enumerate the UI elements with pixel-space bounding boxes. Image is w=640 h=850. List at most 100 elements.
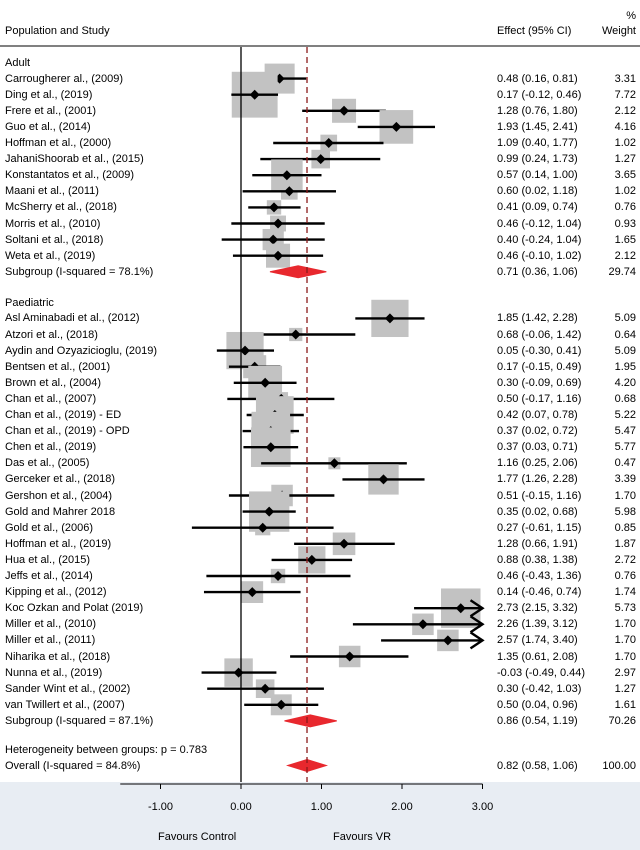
weight-text: 1.74 — [614, 586, 636, 599]
group-heading: Paediatric — [5, 296, 54, 309]
point-estimate — [268, 234, 279, 245]
study-label: Gershon et al., (2004) — [5, 489, 113, 502]
effect-ci-text: 0.42 (0.07, 0.78) — [497, 409, 578, 421]
study-label: Morris et al., (2010) — [5, 217, 101, 230]
study-label: Bentsen et al., (2001) — [5, 360, 111, 373]
point-estimate — [329, 458, 340, 469]
weight-text: 1.70 — [614, 650, 636, 663]
weight-text: 5.77 — [614, 441, 636, 454]
effect-ci-text: 1.16 (0.25, 2.06) — [497, 457, 578, 470]
effect-ci-text: 0.17 (-0.12, 0.46) — [497, 88, 582, 101]
point-estimate — [417, 619, 428, 630]
favours-vr-label: Favours VR — [333, 831, 392, 843]
effect-ci-text: 0.37 (0.03, 0.71) — [497, 441, 578, 454]
weight-text: 1.02 — [614, 137, 636, 149]
weight-text: 0.47 — [614, 457, 636, 470]
effect-ci-text: 1.35 (0.61, 2.08) — [497, 650, 578, 663]
point-estimate — [240, 345, 251, 356]
group-heading: Adult — [5, 57, 31, 69]
x-tick-label: 2.00 — [391, 801, 413, 813]
study-label: Hua et al., (2015) — [5, 553, 90, 566]
study-label: Ding et al., (2019) — [5, 88, 93, 101]
weight-text: 4.20 — [614, 376, 636, 389]
study-label: Koc Ozkan and Polat (2019) — [5, 602, 144, 615]
weight-text: 1.27 — [614, 682, 636, 695]
point-estimate — [257, 522, 268, 533]
effect-ci-text: 0.88 (0.38, 1.38) — [497, 553, 578, 566]
study-label: Chan et al., (2007) — [5, 392, 97, 405]
effect-ci-text: 0.46 (-0.43, 1.36) — [497, 570, 582, 582]
subgroup-diamond — [284, 714, 337, 728]
study-label: Miller et al., (2011) — [5, 634, 96, 647]
effect-ci-text: 1.77 (1.26, 2.28) — [497, 473, 578, 486]
study-label: Soltani et al., (2018) — [5, 233, 104, 246]
study-label: Guo et al., (2014) — [5, 120, 91, 133]
effect-ci-text: 2.57 (1.74, 3.40) — [497, 634, 578, 647]
study-label: Chan et al., (2019) - OPD — [5, 425, 130, 438]
study-label: Frere et al., (2001) — [5, 104, 97, 117]
x-tick-label: 3.00 — [471, 801, 494, 813]
favours-control-label: Favours Control — [158, 831, 237, 843]
column-header-population: Population and Study — [5, 25, 110, 37]
subgroup-weight-text: 70.26 — [608, 714, 636, 727]
effect-ci-text: -0.03 (-0.49, 0.44) — [497, 666, 586, 679]
heterogeneity-text: Heterogeneity between groups: p = 0.783 — [5, 743, 208, 756]
subgroup-ci-text: 0.86 (0.54, 1.19) — [497, 714, 578, 727]
point-estimate — [290, 329, 301, 340]
weight-text: 0.64 — [614, 328, 636, 341]
study-label: Nunna et al., (2019) — [5, 666, 103, 679]
point-estimate — [339, 105, 350, 116]
weight-text: 1.87 — [614, 537, 636, 550]
overall-diamond — [286, 758, 329, 773]
study-label: Carrougherer al., (2009) — [5, 72, 124, 85]
study-label: Brown et al., (2004) — [5, 376, 101, 389]
weight-text: 2.72 — [614, 553, 636, 566]
weight-text: 7.72 — [614, 88, 636, 101]
effect-ci-text: 0.30 (-0.09, 0.69) — [497, 376, 582, 389]
point-estimate — [273, 218, 284, 229]
weight-text: 0.93 — [614, 217, 636, 230]
effect-ci-text: 1.28 (0.76, 1.80) — [497, 104, 578, 117]
weight-text: 3.39 — [614, 473, 636, 486]
study-label: Gold and Mahrer 2018 — [5, 505, 116, 518]
study-label: Aydin and Ozyazicioglu, (2019) — [5, 344, 158, 357]
point-estimate — [284, 186, 295, 197]
effect-ci-text: 0.48 (0.16, 0.81) — [497, 72, 578, 85]
weight-text: 1.70 — [614, 618, 636, 631]
point-estimate — [249, 89, 260, 100]
point-estimate — [269, 202, 280, 213]
weight-text: 3.31 — [614, 72, 636, 85]
weight-text: 1.02 — [614, 185, 636, 198]
effect-ci-text: 0.68 (-0.06, 1.42) — [497, 328, 582, 341]
weight-text: 2.12 — [614, 104, 636, 117]
weight-text: 0.76 — [614, 201, 636, 214]
study-label: Niharika et al., (2018) — [5, 650, 111, 663]
weight-text: 0.76 — [614, 570, 636, 582]
column-header-effect: Effect (95% CI) — [497, 25, 572, 37]
point-estimate — [276, 699, 287, 710]
study-label: Atzori et al., (2018) — [5, 328, 98, 341]
overall-weight-text: 100.00 — [602, 759, 636, 772]
study-label: Chan et al., (2019) - ED — [5, 409, 122, 421]
study-label: Konstantatos et al., (2009) — [5, 169, 135, 182]
point-estimate — [391, 121, 402, 132]
study-label: Maani et al., (2011) — [5, 185, 99, 198]
study-label: van Twillert et al., (2007) — [5, 698, 125, 711]
point-estimate — [264, 506, 275, 517]
subgroup-diamond — [269, 265, 327, 279]
point-estimate — [315, 154, 326, 165]
weight-text: 0.68 — [614, 392, 636, 405]
weight-text: 5.47 — [614, 425, 636, 438]
point-estimate — [247, 587, 258, 598]
study-label: JahaniShoorab et al., (2015) — [5, 153, 144, 166]
weight-text: 3.65 — [614, 169, 636, 182]
effect-ci-text: 2.73 (2.15, 3.32) — [497, 602, 578, 615]
subgroup-label: Subgroup (I-squared = 78.1%) — [5, 265, 154, 278]
weight-text: 1.70 — [614, 634, 636, 647]
study-label: Das et al., (2005) — [5, 457, 90, 470]
weight-text: 1.65 — [614, 233, 636, 246]
weight-text: 1.95 — [614, 360, 636, 373]
point-estimate — [273, 250, 284, 261]
weight-text: 2.97 — [614, 666, 636, 679]
